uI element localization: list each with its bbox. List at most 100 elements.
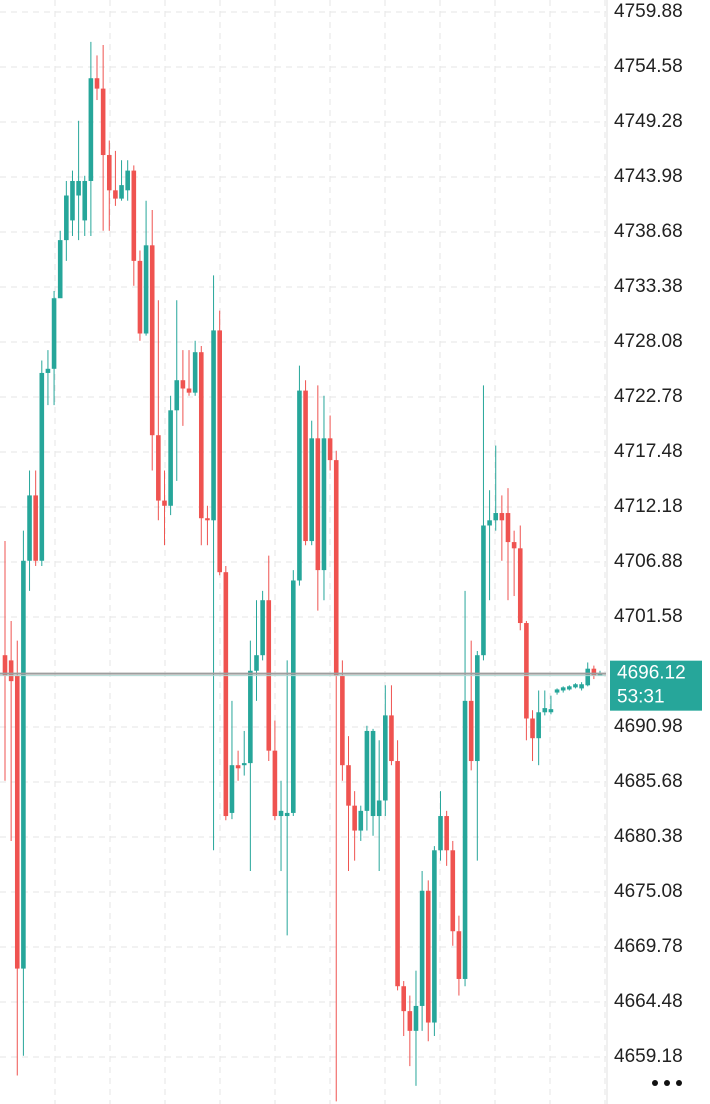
candle-body (113, 190, 118, 199)
candle-body (376, 800, 382, 817)
y-tick-label: 4743.98 (614, 166, 683, 187)
candle-body (419, 890, 425, 1006)
candle-body (364, 730, 370, 811)
candle-body (143, 245, 149, 334)
y-tick-label: 4685.68 (614, 771, 683, 792)
candle-body (554, 689, 560, 693)
candle-body (198, 352, 204, 519)
candle-body (413, 1005, 419, 1031)
candle-body (548, 709, 554, 713)
candle-body (389, 715, 394, 762)
candle-body (438, 816, 443, 851)
y-tick-label: 4669.78 (614, 936, 683, 957)
last-price-label: 4696.12 (617, 663, 686, 684)
candle-body (511, 542, 517, 549)
candle-body (168, 410, 173, 506)
candle-body (186, 388, 192, 393)
y-tick-label: 4664.48 (614, 991, 683, 1012)
y-tick-label: 4659.18 (614, 1046, 683, 1067)
candle-body (425, 890, 431, 1023)
candle-body (395, 761, 400, 987)
candle-body (51, 298, 57, 369)
candle-body (536, 712, 541, 739)
candle-body (407, 1011, 413, 1031)
candle-body (315, 438, 321, 571)
candle-body (205, 518, 210, 521)
candle-body (106, 155, 112, 191)
dot[interactable] (664, 1080, 670, 1086)
candle-body (327, 438, 333, 461)
candle-body (481, 525, 486, 656)
candle-body (591, 668, 597, 676)
candle-body (432, 850, 437, 1023)
candle-body (33, 495, 38, 561)
candle-body (131, 170, 137, 261)
candle-body (45, 368, 51, 373)
candle-body (27, 495, 32, 561)
candle-body (530, 718, 535, 739)
candle-body (462, 700, 468, 979)
candle-body (468, 700, 474, 762)
countdown-label: 53:31 (617, 687, 665, 708)
candle-body (174, 380, 180, 411)
y-tick-label: 4759.88 (614, 1, 683, 22)
candle-body (192, 352, 198, 393)
candle-body (82, 180, 88, 221)
candle-body (39, 372, 45, 561)
y-tick-label: 4680.38 (614, 826, 683, 847)
y-tick-label: 4754.58 (614, 56, 683, 77)
candle-body (456, 931, 462, 979)
candle-body (94, 78, 100, 89)
candle-body (137, 260, 143, 334)
candle-body (579, 684, 584, 689)
y-tick-label: 4706.88 (614, 551, 683, 572)
y-tick-label: 4728.08 (614, 331, 683, 352)
y-tick-label: 4701.58 (614, 606, 683, 627)
candle-body (156, 435, 161, 501)
candle-body (8, 660, 14, 682)
candle-body (560, 687, 566, 691)
candle-body (100, 88, 106, 156)
candle-body (290, 580, 296, 813)
candle-body (573, 684, 578, 688)
candle-body (475, 655, 480, 762)
dot[interactable] (652, 1080, 658, 1086)
candle-body (370, 730, 376, 817)
y-tick-label: 4675.08 (614, 881, 683, 902)
candle-body (487, 520, 492, 526)
candle-body (358, 810, 364, 831)
candle-body (352, 805, 357, 831)
y-tick-label: 4749.28 (614, 111, 683, 132)
candle-body (340, 675, 345, 766)
candle-body (14, 675, 20, 969)
more-menu[interactable] (652, 1080, 682, 1086)
candle-body (21, 560, 26, 969)
candle-body (585, 668, 591, 686)
candle-body (57, 240, 63, 299)
candle-body (88, 78, 94, 181)
candle-body (346, 765, 351, 806)
candle-body (567, 686, 572, 690)
candle-body (499, 513, 505, 521)
candle-body (303, 390, 308, 542)
candle-body (284, 812, 290, 817)
candle-body (450, 850, 456, 932)
candle-body (383, 715, 388, 801)
last-price-box (610, 660, 702, 711)
candle-body (64, 195, 69, 241)
candle-body (125, 170, 130, 191)
candle-body (119, 185, 124, 199)
candle-body (235, 765, 241, 769)
y-tick-label: 4712.18 (614, 496, 683, 517)
y-tick-label: 4717.48 (614, 441, 683, 462)
candle-body (309, 438, 315, 542)
candle-body (241, 763, 247, 766)
candle-body (248, 670, 253, 764)
candle-body (211, 330, 216, 521)
candle-body (542, 708, 548, 713)
candle-body (401, 986, 407, 1012)
y-tick-label: 4690.98 (614, 716, 683, 737)
dot[interactable] (676, 1080, 682, 1086)
candle-body (333, 460, 339, 676)
